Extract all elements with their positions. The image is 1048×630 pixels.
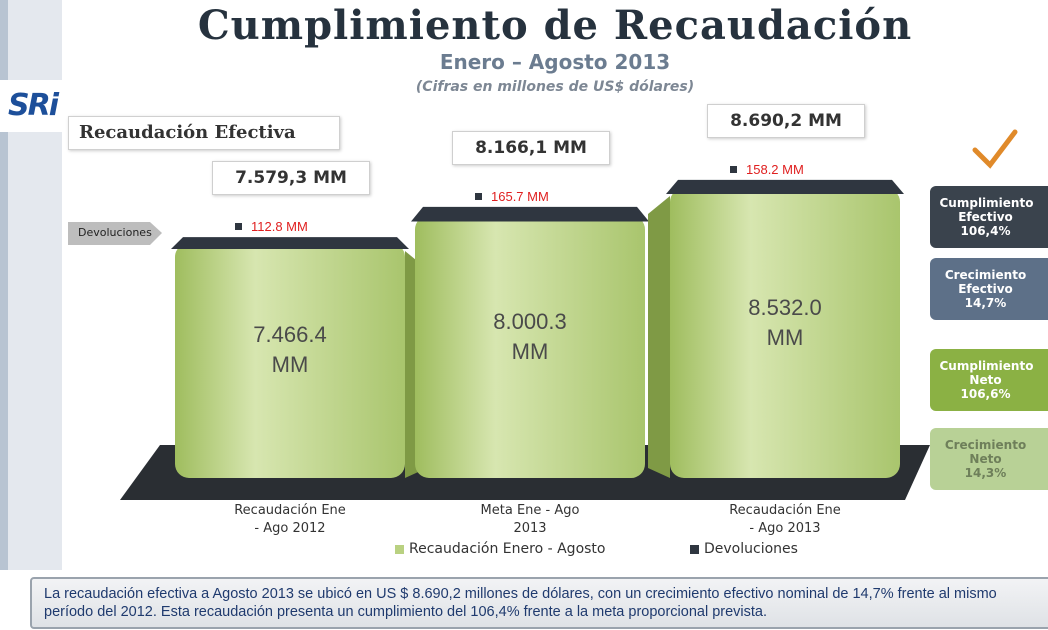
bar xyxy=(175,242,405,478)
units-note: (Cifras en millones de US$ dólares) xyxy=(415,79,695,95)
devoluciones-label: 158.2 MM xyxy=(730,162,804,177)
bar-side xyxy=(648,196,670,478)
indicator-value: 14,7% xyxy=(964,296,1007,310)
indicator-value: 106,6% xyxy=(960,387,1011,401)
total-box: 8.690,2 MM xyxy=(707,103,865,138)
indicator-value: 106,4% xyxy=(960,224,1011,238)
bar-value-label: 8.532.0 MM xyxy=(748,295,822,350)
legend-label: Recaudación Enero - Agosto xyxy=(409,541,606,557)
devoluciones-cap xyxy=(666,179,904,195)
legend-swatch xyxy=(395,545,404,554)
total-box: 8.166,1 MM xyxy=(452,130,610,165)
devoluciones-cap xyxy=(171,237,409,249)
x-tick-label: Meta Ene - Ago 2013 xyxy=(480,503,580,536)
bar-value-label: 7.466.4 MM xyxy=(253,322,327,378)
devoluciones-label: 112.8 MM xyxy=(235,219,308,234)
indicator: Crecimiento Efectivo 14,7% xyxy=(930,258,1048,320)
indicator-label: Cumplimiento Neto xyxy=(939,359,1034,387)
callout-tag xyxy=(68,222,162,245)
legend-swatch xyxy=(690,545,699,554)
logo: SRi xyxy=(8,88,59,123)
section-label: Recaudación Efectiva xyxy=(68,116,340,150)
bar xyxy=(415,215,645,478)
logo-bg xyxy=(0,80,64,132)
indicator-label: Crecimiento Efectivo xyxy=(944,268,1027,296)
side-band-edge xyxy=(0,0,8,570)
indicator-value: 14,3% xyxy=(964,466,1007,480)
indicator-label: Crecimiento Neto xyxy=(944,438,1027,466)
bar xyxy=(670,188,900,478)
callout: Devoluciones xyxy=(78,226,152,239)
summary: La recaudación efectiva a Agosto 2013 se… xyxy=(30,577,1048,629)
indicator: Cumplimiento Neto 106,6% xyxy=(930,349,1048,411)
x-tick-label: Recaudación Ene - Ago 2012 xyxy=(234,503,346,536)
indicator: Crecimiento Neto 14,3% xyxy=(930,428,1048,490)
devoluciones-cap xyxy=(411,206,649,222)
subtitle: Enero – Agosto 2013 xyxy=(439,50,671,74)
devoluciones-label: 165.7 MM xyxy=(475,189,549,204)
total-box: 7.579,3 MM xyxy=(212,161,370,196)
title: Cumplimiento de Recaudación xyxy=(197,2,913,49)
indicator: Cumplimiento Efectivo 106,4% xyxy=(930,186,1048,248)
checkmark xyxy=(972,129,1018,169)
x-tick-label: Recaudación Ene - Ago 2013 xyxy=(729,503,841,536)
indicator-label: Cumplimiento Efectivo xyxy=(939,196,1034,224)
bar-value-label: 8.000.3 MM xyxy=(493,308,567,364)
legend-label: Devoluciones xyxy=(704,541,798,557)
